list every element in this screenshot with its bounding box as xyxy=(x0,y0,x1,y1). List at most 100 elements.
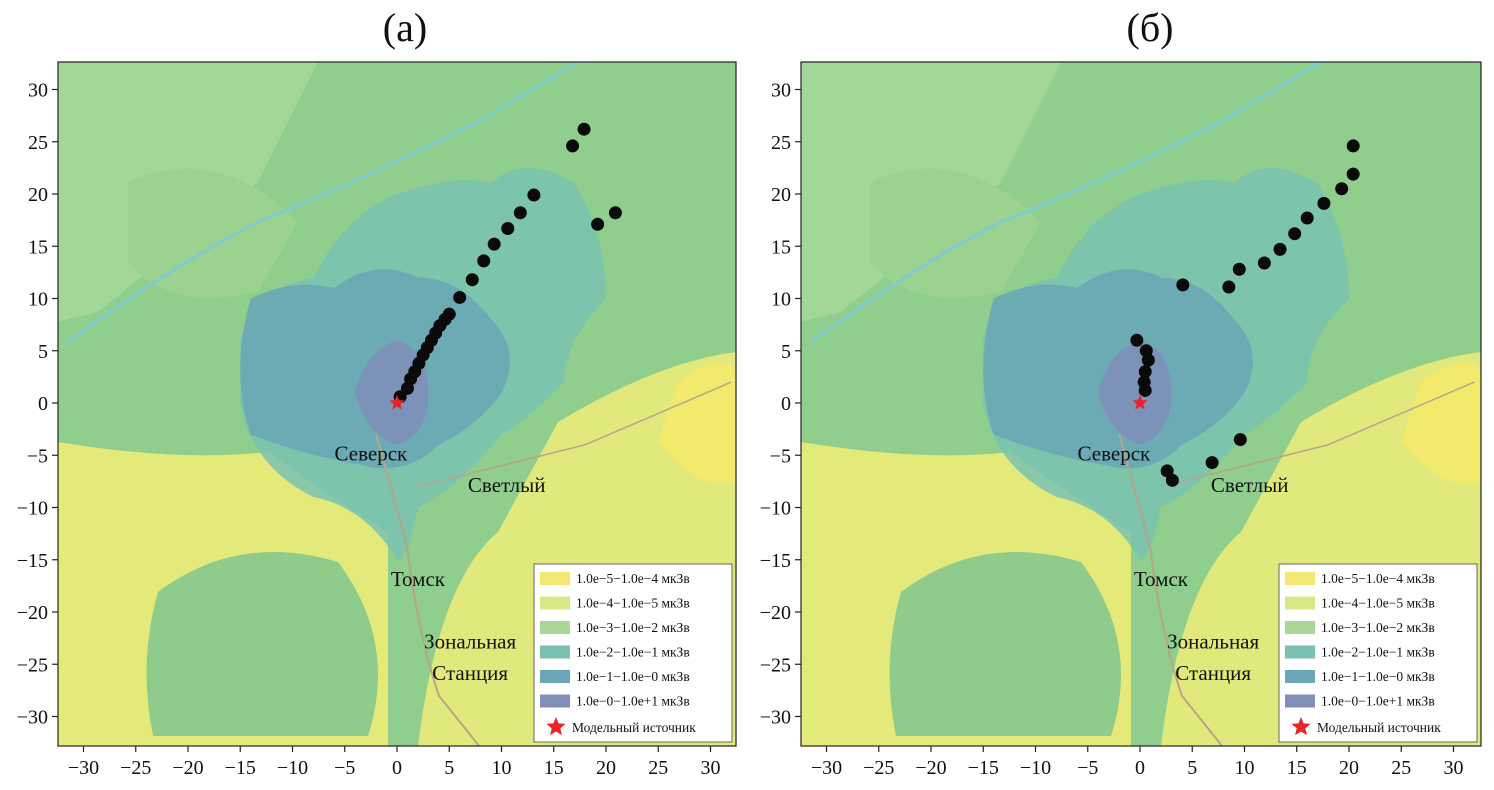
y-tick-label: 0 xyxy=(38,393,48,415)
measurement-point xyxy=(465,273,479,287)
y-tick-label: 15 xyxy=(771,236,791,258)
measurement-point xyxy=(513,206,527,220)
y-tick-label: 0 xyxy=(781,393,791,415)
x-tick-label: −15 xyxy=(968,757,999,779)
road xyxy=(1118,434,1224,746)
y-tick-label: 5 xyxy=(781,341,791,363)
y-tick-label: −20 xyxy=(17,602,48,624)
measurement-point xyxy=(1130,333,1144,347)
x-tick-label: −5 xyxy=(334,757,355,779)
dose-contour-1e0 xyxy=(355,340,429,445)
y-tick-label: −10 xyxy=(760,498,791,520)
legend-label: 1.0e−0−1.0e+1 мкЗв xyxy=(576,694,690,709)
legend-source-label: Модельный источник xyxy=(572,720,696,735)
panel-b-title: (б) xyxy=(1126,5,1174,50)
y-tick-label: −5 xyxy=(27,445,48,467)
measurement-point xyxy=(1165,473,1179,487)
measurement-point xyxy=(1335,182,1349,196)
y-tick-label: −5 xyxy=(770,445,791,467)
legend-swatch xyxy=(1285,621,1315,634)
x-tick-label: −20 xyxy=(915,757,946,779)
measurement-point xyxy=(1346,139,1360,153)
forest-patch xyxy=(871,168,1041,298)
measurement-point xyxy=(1205,456,1219,470)
measurement-point xyxy=(608,206,622,220)
y-tick-label: 10 xyxy=(771,289,791,311)
legend-star-icon xyxy=(546,717,566,736)
measurement-point xyxy=(442,307,456,321)
y-tick-label: 20 xyxy=(28,184,48,206)
place-label: Светлый xyxy=(468,473,546,497)
x-tick-label: 15 xyxy=(544,757,564,779)
y-tick-label: −15 xyxy=(17,550,48,572)
river xyxy=(67,62,579,344)
panel-a-title: (а) xyxy=(382,5,428,50)
legend-swatch xyxy=(1285,694,1315,708)
forest-south-west xyxy=(889,552,1121,736)
x-tick-label: −10 xyxy=(277,757,308,779)
measurement-point xyxy=(1300,211,1314,225)
forest-south-west xyxy=(146,552,378,736)
x-tick-label: −25 xyxy=(120,757,151,779)
x-tick-label: −30 xyxy=(811,757,842,779)
measurement-point xyxy=(453,290,467,304)
measurement-point xyxy=(591,217,605,231)
legend-label: 1.0e−5−1.0e−4 мкЗв xyxy=(1321,571,1435,586)
x-tick-label: 30 xyxy=(701,757,721,779)
y-tick-label: 5 xyxy=(38,341,48,363)
map-area-0 xyxy=(58,62,736,746)
y-tick-label: 10 xyxy=(28,289,48,311)
measurement-point xyxy=(566,139,580,153)
place-label: Зональная xyxy=(1167,630,1259,654)
y-tick-label: −10 xyxy=(17,498,48,520)
measurement-point xyxy=(501,221,515,235)
place-label: Северск xyxy=(335,441,409,465)
x-tick-label: 10 xyxy=(1235,757,1255,779)
measurement-point xyxy=(1233,433,1247,447)
legend-source-label: Модельный источник xyxy=(1317,720,1441,735)
x-tick-label: 0 xyxy=(1135,757,1145,779)
x-tick-label: 0 xyxy=(392,757,402,779)
river xyxy=(810,62,1322,344)
x-tick-label: 30 xyxy=(1444,757,1464,779)
legend-swatch xyxy=(1285,596,1315,610)
x-tick-label: 5 xyxy=(1187,757,1197,779)
place-label: Томск xyxy=(1134,567,1189,591)
measurement-point xyxy=(1232,262,1246,276)
legend-label: 1.0e−5−1.0e−4 мкЗв xyxy=(576,571,690,586)
place-label: Северск xyxy=(1078,441,1152,465)
x-tick-label: 25 xyxy=(648,757,668,779)
measurement-point xyxy=(1138,365,1152,379)
y-tick-label: −15 xyxy=(760,550,791,572)
source-star-icon xyxy=(389,395,405,410)
source-star-icon xyxy=(1132,395,1148,410)
road xyxy=(417,381,732,488)
map-frame xyxy=(800,61,1482,747)
y-tick-label: −25 xyxy=(17,654,48,676)
x-tick-label: −20 xyxy=(172,757,203,779)
y-tick-label: 30 xyxy=(28,80,48,102)
x-tick-label: −30 xyxy=(68,757,99,779)
legend-label: 1.0e−2−1.0e−1 мкЗв xyxy=(576,645,690,660)
place-label: Томск xyxy=(391,567,446,591)
measurement-point xyxy=(527,188,541,202)
legend-label: 1.0e−3−1.0e−2 мкЗв xyxy=(576,620,690,635)
measurement-point xyxy=(1222,280,1236,294)
measurement-point xyxy=(1138,383,1152,397)
place-label: Светлый xyxy=(1211,473,1289,497)
measurement-point xyxy=(487,237,501,251)
legend-swatch xyxy=(540,645,570,659)
y-tick-label: 30 xyxy=(771,80,791,102)
bright-yellow-zone xyxy=(658,362,736,484)
x-tick-label: −25 xyxy=(863,757,894,779)
road xyxy=(375,434,481,746)
measurement-point xyxy=(1288,227,1302,241)
legend-swatch xyxy=(1285,645,1315,659)
measurement-point xyxy=(477,254,491,268)
measurement-point xyxy=(1141,353,1155,367)
x-tick-label: −5 xyxy=(1077,757,1098,779)
place-label: Зональная xyxy=(424,630,516,654)
measurement-point xyxy=(577,122,591,136)
road xyxy=(1160,381,1475,488)
dose-contour-1e0 xyxy=(1098,340,1172,445)
